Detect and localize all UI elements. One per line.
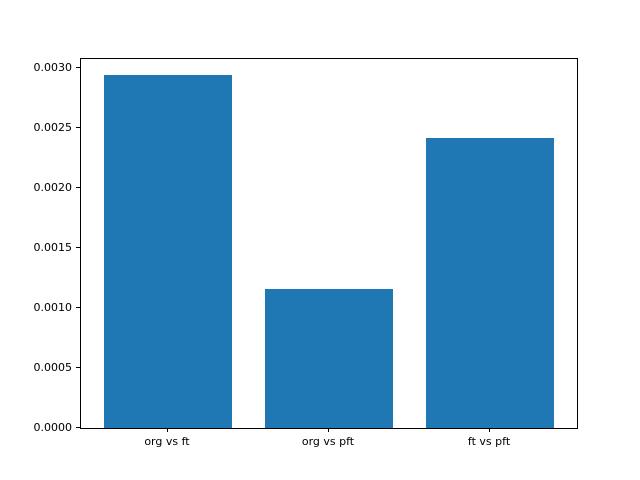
y-tick-mark <box>76 127 80 128</box>
x-tick-mark <box>328 428 329 432</box>
y-tick-label: 0.0005 <box>33 361 73 374</box>
x-tick-mark <box>166 428 168 432</box>
y-tick-mark <box>76 307 80 308</box>
y-tick-label: 0.0010 <box>33 301 73 314</box>
y-tick-mark <box>76 367 80 368</box>
plot-area <box>80 58 578 429</box>
y-tick-mark <box>76 427 80 428</box>
y-tick-label: 0.0000 <box>33 421 73 434</box>
x-tick-label: org vs ft <box>144 435 190 448</box>
bar-org-vs-pft <box>264 288 394 428</box>
bar-org-vs-ft <box>103 75 233 428</box>
y-tick-label: 0.0015 <box>33 241 73 254</box>
x-tick-label: org vs pft <box>301 435 355 448</box>
y-tick-mark <box>76 187 80 188</box>
y-tick-label: 0.0025 <box>33 121 73 134</box>
x-tick-mark <box>489 428 491 432</box>
y-tick-label: 0.0030 <box>33 61 73 74</box>
bar-ft-vs-pft <box>425 137 555 428</box>
y-tick-mark <box>76 67 80 68</box>
y-tick-label: 0.0020 <box>33 181 73 194</box>
y-tick-mark <box>76 247 80 248</box>
x-tick-label: ft vs pft <box>467 435 511 448</box>
